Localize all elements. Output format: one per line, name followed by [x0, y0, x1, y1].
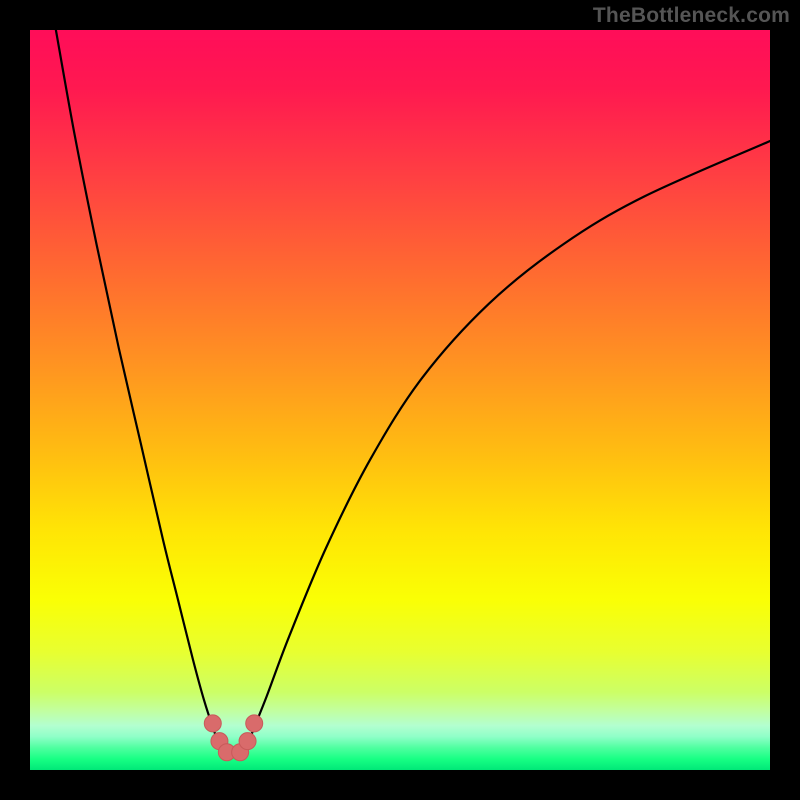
plot-area: [30, 30, 770, 770]
optimal-marker: [239, 733, 256, 750]
curve-layer: [30, 30, 770, 770]
optimal-marker: [246, 715, 263, 732]
optimal-markers: [204, 715, 262, 761]
chart-container: TheBottleneck.com: [0, 0, 800, 800]
watermark-text: TheBottleneck.com: [593, 4, 790, 28]
optimal-marker: [204, 715, 221, 732]
bottleneck-curve: [56, 30, 770, 756]
